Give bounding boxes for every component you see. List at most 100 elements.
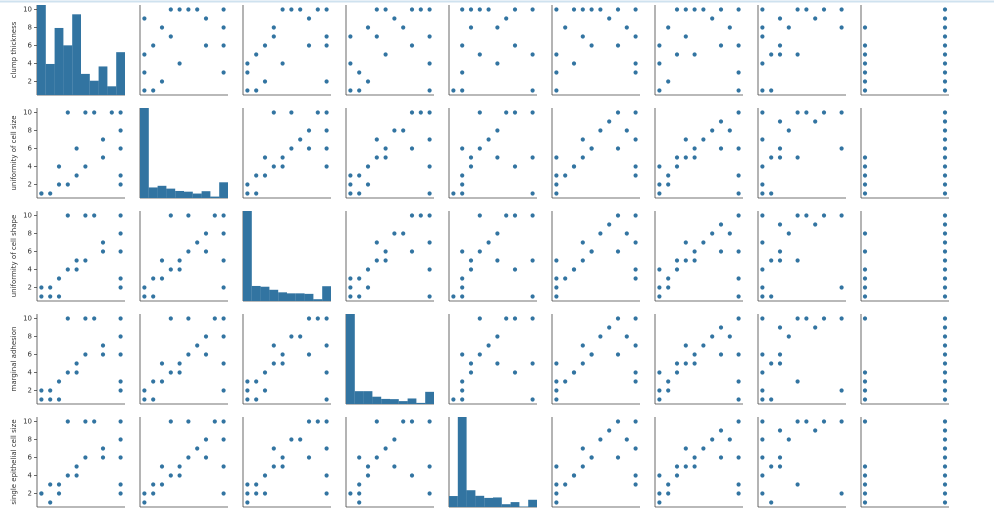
point	[589, 43, 594, 48]
point	[942, 213, 948, 218]
point	[736, 397, 741, 402]
point	[786, 334, 791, 339]
point	[245, 491, 250, 496]
point	[777, 16, 783, 21]
point	[65, 473, 70, 478]
point	[580, 343, 585, 348]
point	[736, 491, 741, 496]
point	[365, 285, 371, 290]
point	[701, 137, 706, 142]
point	[245, 61, 250, 66]
point	[324, 370, 329, 375]
point	[495, 155, 500, 160]
point	[306, 316, 312, 321]
point	[159, 79, 165, 84]
point	[777, 52, 783, 57]
point	[563, 379, 568, 384]
point	[365, 464, 371, 469]
point	[324, 146, 329, 151]
point	[365, 79, 371, 84]
point	[83, 419, 88, 424]
point	[633, 482, 638, 487]
point	[786, 231, 791, 236]
point	[392, 464, 397, 469]
point	[760, 473, 765, 478]
point	[280, 361, 285, 366]
y-tick-label: 4	[28, 163, 33, 171]
point	[674, 164, 680, 169]
point	[727, 231, 732, 236]
point	[221, 334, 226, 339]
point	[736, 419, 741, 424]
hist-bar	[251, 285, 261, 301]
point	[821, 213, 827, 218]
point	[657, 164, 662, 169]
hist-bar	[398, 401, 408, 404]
point	[736, 88, 741, 93]
point	[460, 276, 465, 281]
y-axis-label: marginal adhesion	[10, 327, 18, 392]
point	[383, 146, 388, 151]
point	[942, 182, 948, 187]
point	[563, 173, 568, 178]
point	[486, 343, 491, 348]
hist-bar	[184, 191, 193, 198]
point	[633, 70, 638, 75]
point	[177, 7, 182, 12]
point	[674, 267, 680, 272]
point	[418, 213, 423, 218]
point	[862, 61, 868, 66]
point	[324, 7, 329, 12]
point	[942, 455, 948, 460]
point	[769, 294, 774, 299]
point	[769, 88, 774, 93]
point	[495, 334, 500, 339]
hist-bar	[269, 289, 279, 301]
point	[633, 137, 638, 142]
point	[607, 222, 612, 227]
point	[942, 428, 948, 433]
point	[554, 464, 559, 469]
point	[65, 316, 70, 321]
y-tick-label: 2	[28, 387, 32, 395]
point	[674, 52, 680, 57]
point	[357, 491, 362, 496]
point	[56, 294, 62, 299]
point	[769, 500, 774, 505]
point	[710, 16, 715, 21]
point	[718, 146, 724, 151]
point	[280, 61, 285, 66]
point	[159, 276, 165, 281]
point	[692, 258, 697, 263]
point	[554, 388, 559, 393]
point	[357, 276, 362, 281]
point	[306, 455, 312, 460]
point	[839, 146, 844, 151]
point	[692, 361, 697, 366]
point	[324, 34, 329, 39]
point	[254, 482, 259, 487]
point	[657, 191, 662, 196]
point	[786, 25, 791, 30]
point	[306, 419, 312, 424]
point	[427, 7, 432, 12]
point	[683, 137, 688, 142]
point	[401, 419, 406, 424]
point	[862, 276, 868, 281]
point	[357, 70, 362, 75]
point	[942, 16, 948, 21]
point	[942, 276, 948, 281]
point	[862, 294, 868, 299]
point	[271, 464, 276, 469]
hist-bar	[81, 73, 90, 95]
point	[769, 397, 774, 402]
point	[821, 419, 827, 424]
point	[736, 455, 741, 460]
point	[692, 7, 697, 12]
point	[862, 482, 868, 487]
hist-bar	[148, 187, 158, 198]
point	[736, 379, 741, 384]
point	[289, 437, 294, 442]
point	[142, 491, 147, 496]
hist-bar	[295, 293, 305, 301]
